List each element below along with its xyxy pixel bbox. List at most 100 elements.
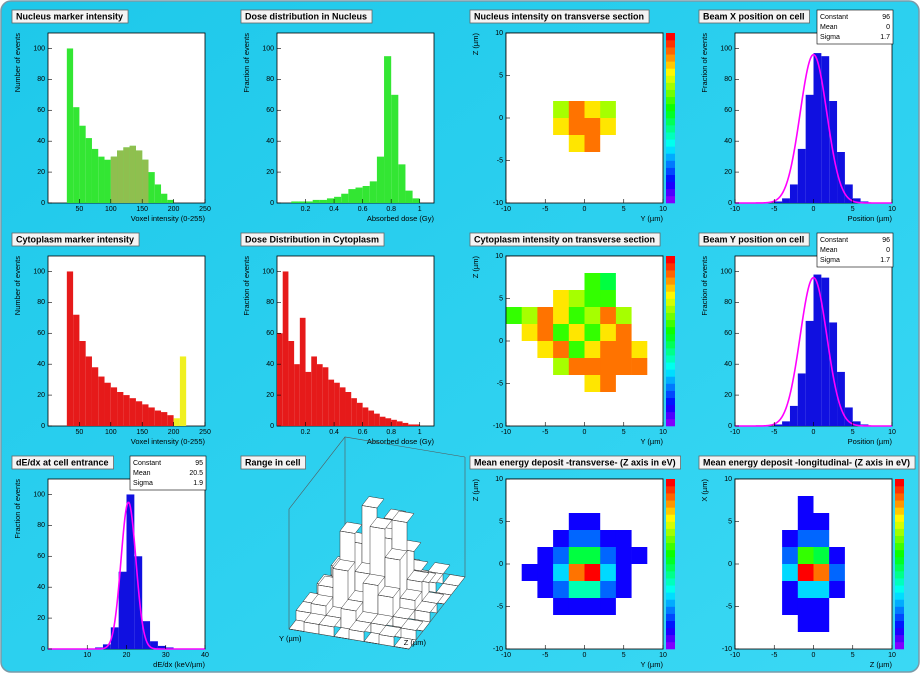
color-scale-step [666, 620, 675, 629]
heat-cell [631, 256, 648, 274]
heat-cell [860, 564, 877, 582]
heat-cell [584, 496, 601, 514]
color-scale-step [666, 535, 675, 544]
heat-cell [813, 581, 830, 599]
y-tick-label: 100 [720, 45, 732, 52]
stats-value: 1.7 [880, 34, 890, 41]
heat-cell [631, 307, 648, 325]
x-tick-label: 0 [812, 429, 816, 436]
color-scale-step [666, 40, 675, 48]
heat-cell [584, 118, 601, 136]
x-tick-label: 250 [199, 429, 211, 436]
heat-cell [615, 581, 632, 599]
x-tick-label: 5 [622, 206, 626, 213]
heat-cell [782, 632, 799, 650]
color-scale-step [895, 606, 904, 614]
bar [154, 184, 162, 203]
color-scale-step [895, 634, 904, 643]
heat-cell [797, 564, 814, 582]
heat-cell [766, 598, 783, 616]
bar [148, 407, 155, 426]
bar [339, 387, 346, 426]
heat-cell [506, 152, 522, 170]
heat-cell [735, 632, 751, 650]
heat-cell [506, 564, 522, 582]
heat-cell [568, 152, 585, 170]
heat-cell [506, 169, 522, 187]
x-tick-label: 0.2 [301, 206, 311, 213]
heat-cell [631, 547, 648, 565]
color-scale-step [895, 549, 904, 558]
bar [167, 199, 174, 203]
bar [797, 373, 806, 426]
y-tick-label: 100 [262, 45, 274, 52]
heat-cell [766, 479, 783, 497]
title-box [469, 232, 661, 247]
heat-cell [584, 409, 601, 427]
x-tick-label: 10 [888, 652, 896, 659]
bar [362, 407, 369, 426]
heat-cell [553, 118, 570, 136]
heat-cell [537, 256, 554, 274]
title-box [240, 9, 373, 24]
heat-cell [782, 479, 799, 497]
y-tick-label: 40 [724, 138, 732, 145]
title-box [698, 9, 810, 24]
y-tick-label: 5 [499, 72, 503, 79]
heat-cell [553, 84, 570, 102]
x-tick-label: 0.6 [358, 429, 368, 436]
x-tick-label: 0.8 [386, 206, 396, 213]
bar [405, 190, 413, 203]
x-axis-label: Z (µm) [870, 660, 893, 669]
heat-cell [860, 496, 877, 514]
heat-cell [797, 479, 814, 497]
y-tick-label: -5 [497, 157, 503, 164]
heat-cell [647, 50, 664, 68]
panel-title: Nucleus marker intensity [16, 11, 123, 21]
color-scale-step [666, 47, 675, 55]
heat-cell [568, 409, 585, 427]
x-tick-label: 50 [76, 206, 84, 213]
bar [322, 367, 329, 426]
color-scale-step [666, 68, 675, 76]
color-scale-step [666, 61, 675, 69]
bar [316, 364, 323, 426]
x-tick-label: 0.4 [329, 429, 339, 436]
heat-cell [844, 564, 861, 582]
color-scale-step [895, 556, 904, 565]
heat-cell [782, 547, 799, 565]
heat-cell [568, 547, 585, 565]
heat-cell [584, 307, 601, 325]
heat-cell [615, 598, 632, 616]
heat-cell [647, 564, 664, 582]
color-scale-step [895, 578, 904, 586]
color-scale-step [666, 103, 675, 112]
heat-cell [615, 273, 632, 291]
heat-cell [876, 598, 893, 616]
y-tick-label: 80 [266, 76, 274, 83]
heat-cell [615, 479, 632, 497]
heat-cell [584, 290, 601, 308]
heat-cell [600, 632, 617, 650]
heat-cell [600, 135, 617, 153]
heat-cell [631, 50, 648, 68]
color-scale-step [666, 404, 675, 413]
color-scale-step [666, 118, 675, 126]
heat-cell [600, 307, 617, 325]
panel: Mean energy deposit -transverse- (Z axis… [469, 455, 681, 669]
color-scale-step [666, 110, 675, 119]
heat-cell [521, 101, 538, 119]
heat-cell [647, 135, 664, 153]
heat-cell [506, 615, 522, 633]
heat-cell [615, 409, 632, 427]
heat-cell [521, 169, 538, 187]
bar [805, 320, 814, 426]
color-scale-step [666, 507, 675, 515]
color-scale-step [666, 326, 675, 335]
y-tick-label: 0 [270, 200, 274, 207]
heat-cell [537, 564, 554, 582]
y-tick-label: -5 [726, 603, 732, 610]
y-axis-label: Z (µm) [471, 479, 480, 502]
heat-cell [506, 33, 522, 51]
color-scale-step [666, 167, 675, 175]
